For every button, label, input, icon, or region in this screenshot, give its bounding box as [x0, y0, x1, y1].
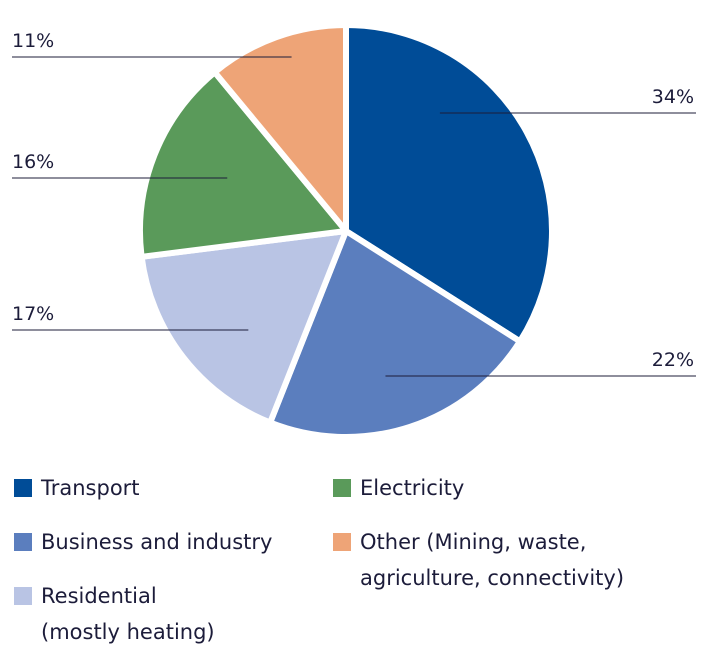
pie-slice-residential: [138, 228, 349, 426]
pct-label-transport: 34%: [652, 86, 694, 108]
pie-slice-other: [211, 22, 349, 234]
legend-swatch-transport: [14, 479, 32, 497]
legend-item-transport: Transport: [14, 470, 140, 506]
legend-label-electricity: Electricity: [360, 476, 465, 500]
pct-label-other: 11%: [12, 30, 54, 52]
legend-item-other: Other (Mining, waste, agriculture, conne…: [333, 524, 624, 596]
legend-item-electricity: Electricity: [333, 470, 464, 506]
pie-callouts: 34% 22% 17% 16% 11%: [12, 30, 696, 377]
pie-slice-electricity: [137, 69, 349, 260]
pct-label-business: 22%: [652, 349, 694, 371]
pie-slices: [137, 22, 555, 440]
legend-swatch-other: [333, 533, 351, 551]
legend-label-other-note: agriculture, connectivity): [360, 566, 625, 590]
pie-slice-business: [267, 228, 523, 440]
legend-label-business-and-industry: Business and industry: [41, 530, 273, 554]
legend-swatch-electricity: [333, 479, 351, 497]
legend-swatch-business-and-industry: [14, 533, 32, 551]
legend-item-residential: Residential (mostly heating): [14, 578, 215, 650]
legend-label-residential-note: (mostly heating): [41, 620, 215, 644]
legend-label-transport: Transport: [41, 476, 140, 500]
legend-label-residential: Residential: [41, 584, 157, 608]
legend-label-other: Other (Mining, waste,: [360, 530, 587, 554]
legend-item-business-and-industry: Business and industry: [14, 524, 272, 560]
pct-label-electricity: 16%: [12, 151, 54, 173]
legend-swatch-residential: [14, 587, 32, 605]
pie-chart: 34% 22% 17% 16% 11%: [12, 22, 696, 440]
pct-label-residential: 17%: [12, 303, 54, 325]
